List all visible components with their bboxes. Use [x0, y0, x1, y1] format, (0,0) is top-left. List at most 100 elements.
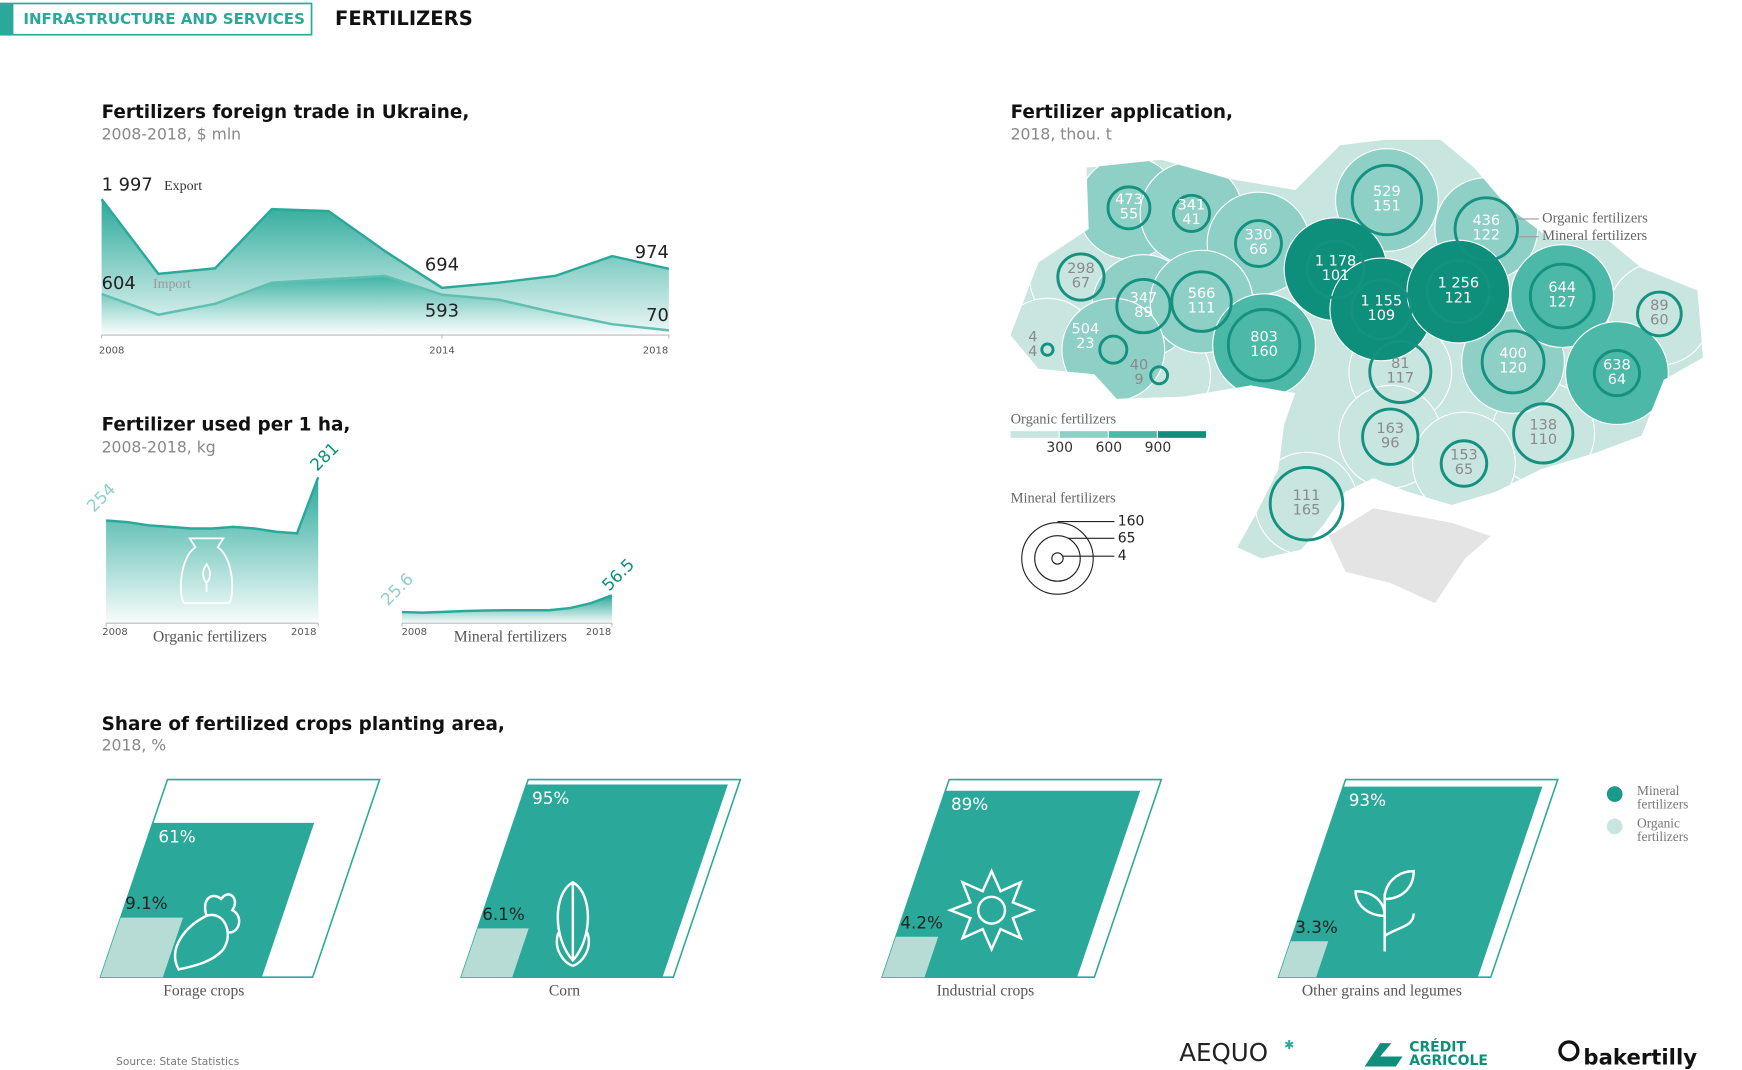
line	[401, 594, 613, 614]
bubble	[1115, 277, 1172, 335]
bubble	[1512, 402, 1575, 465]
mineral-label: 109	[1367, 308, 1395, 324]
bubble	[1226, 307, 1302, 383]
mineral-label: 96	[1381, 435, 1399, 451]
share-shape	[882, 790, 1141, 978]
organic-label: 163	[1376, 421, 1404, 437]
value-label: 4.2%	[900, 912, 943, 932]
area	[106, 477, 319, 624]
mineral-label: 122	[1472, 228, 1500, 244]
logo-bakertilly: bakertilly	[1583, 1046, 1697, 1070]
x-tick-label: 2018	[586, 627, 612, 638]
organic-label: 138	[1529, 418, 1557, 434]
x-tick-label: 2008	[99, 346, 125, 357]
mineral-label: 160	[1250, 344, 1278, 360]
bubble	[1528, 262, 1596, 330]
mineral-label: 60	[1650, 313, 1668, 329]
value-label: 1 997	[102, 175, 153, 196]
bubble	[1056, 252, 1106, 302]
mineral-label: 55	[1120, 207, 1138, 223]
organic-label: 644	[1548, 280, 1576, 296]
area	[402, 595, 612, 624]
legend-size	[1051, 552, 1064, 565]
logo-ca-mark	[1364, 1043, 1403, 1067]
legend-tick: 300	[1046, 440, 1073, 456]
organic-label: 347	[1130, 290, 1158, 306]
category-label: Corn	[549, 982, 580, 999]
legend-tick: 600	[1096, 440, 1123, 456]
value-label: 6.1%	[482, 904, 525, 924]
area	[101, 275, 669, 336]
legend-color	[1108, 431, 1157, 438]
logo-aequo: AEQUO	[1179, 1038, 1268, 1067]
map-subtitle: 2018, thou. t	[1011, 125, 1112, 144]
legend-color	[1059, 431, 1108, 438]
legend-box: Mineral fertilizers	[1637, 784, 1688, 811]
x-tick-label: 2018	[291, 627, 317, 638]
value-label: 254	[83, 479, 120, 516]
mineral-label: 66	[1249, 242, 1267, 258]
bubble	[1350, 163, 1424, 237]
mineral-label: 165	[1293, 502, 1321, 518]
chart-subtitle: 2008-2018, kg	[102, 437, 216, 456]
legend-title: Mineral fertilizers	[1011, 491, 1116, 507]
value-label: 70	[646, 305, 669, 326]
chart-title: Fertilizers foreign trade in Ukraine,	[102, 102, 470, 123]
bubble	[1480, 329, 1546, 395]
legend-color	[1010, 431, 1059, 438]
logo-ca: CRÉDIT	[1409, 1039, 1466, 1056]
mineral-label: 101	[1322, 268, 1350, 284]
organic-label: 566	[1188, 286, 1216, 302]
value-label: 56.5	[598, 554, 639, 595]
bubble	[1453, 196, 1519, 262]
mineral-label: 64	[1608, 372, 1626, 388]
line	[100, 198, 670, 290]
bubble	[1040, 342, 1055, 357]
mineral-label: 121	[1445, 290, 1473, 306]
mineral-label: 89	[1134, 305, 1152, 321]
bubble	[1439, 439, 1489, 488]
legend-size	[1021, 522, 1094, 595]
share-shape	[882, 936, 939, 978]
bubble	[1234, 219, 1283, 268]
legend-swatch	[1606, 818, 1623, 835]
organic-label: 504	[1072, 322, 1100, 338]
series-label: Import	[153, 277, 191, 292]
bubble	[1425, 259, 1491, 325]
page-title: FERTILIZERS	[335, 7, 473, 30]
share-shape	[100, 917, 184, 978]
organic-label: 1 178	[1315, 253, 1357, 269]
organic-label: 81	[1391, 356, 1409, 372]
share-shape	[461, 928, 529, 978]
x-tick-label: 2018	[643, 346, 669, 357]
bubble	[1592, 349, 1641, 398]
organic-label: 40	[1130, 357, 1148, 373]
mineral-label: 9	[1134, 372, 1143, 388]
organic-label: 400	[1499, 346, 1527, 362]
logo-star: ✱	[1284, 1038, 1294, 1052]
source-note: Source: State Statistics	[116, 1056, 239, 1068]
crop-icons	[173, 537, 1415, 971]
value-label: 9.1%	[125, 893, 168, 913]
mineral-label: 117	[1386, 371, 1414, 387]
header-bar	[0, 3, 14, 35]
line	[101, 274, 670, 332]
header-box	[0, 2, 313, 36]
value-label: 61%	[158, 826, 195, 846]
legend-swatch	[1606, 786, 1623, 802]
mineral-label: 151	[1373, 199, 1401, 215]
value-label: 95%	[532, 788, 569, 808]
chart-label: Mineral fertilizers	[454, 628, 567, 645]
organic-label: 153	[1450, 448, 1478, 464]
line	[105, 476, 320, 535]
category-label: Industrial crops	[937, 982, 1035, 999]
mineral-label: 67	[1072, 276, 1090, 292]
callout-line	[1514, 218, 1539, 238]
organic-label: 529	[1373, 184, 1401, 200]
organic-label: 341	[1178, 198, 1206, 214]
organic-label: 111	[1293, 488, 1321, 504]
organic-label: 473	[1115, 192, 1143, 208]
bubble	[1305, 239, 1366, 300]
organic-label: 298	[1067, 261, 1095, 277]
